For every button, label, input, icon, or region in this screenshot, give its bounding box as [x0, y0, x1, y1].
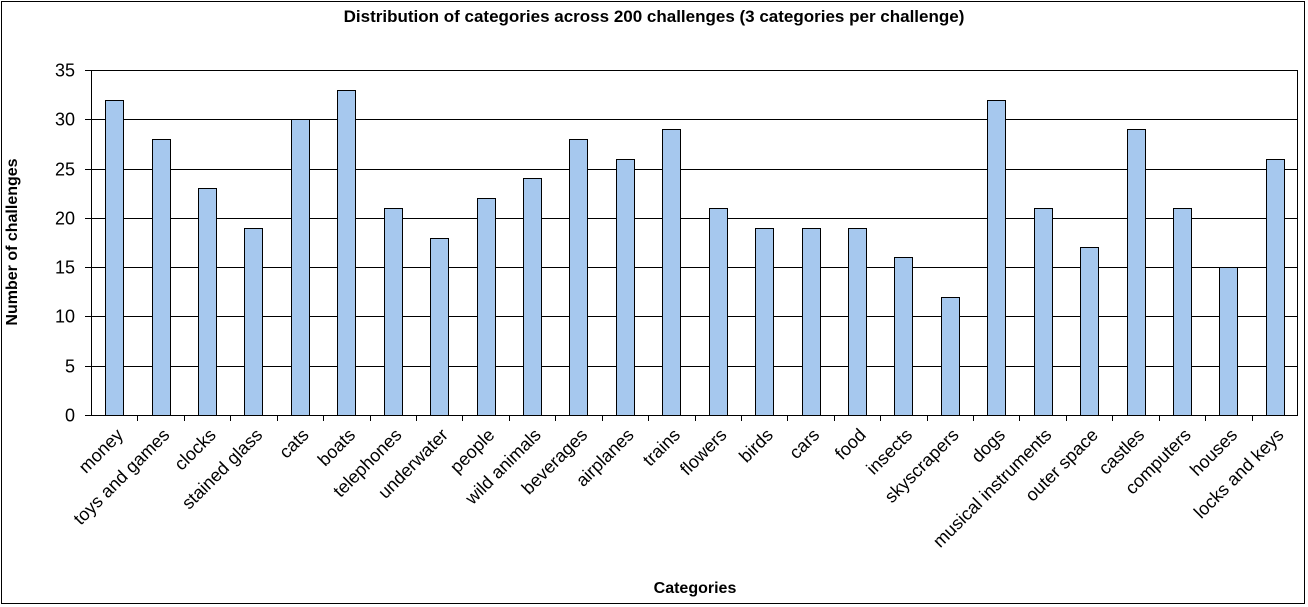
bar-people	[477, 198, 496, 416]
y-tick-label: 35	[55, 61, 75, 81]
x-tick-label: food	[831, 425, 870, 464]
bar-skyscrapers	[941, 297, 960, 416]
bar-castles	[1127, 129, 1146, 416]
bar-houses	[1219, 267, 1238, 416]
y-tick-label: 20	[55, 209, 75, 229]
x-tick-label: dogs	[967, 425, 1009, 467]
bar-airplanes	[616, 159, 635, 416]
bar-toys-and-games	[152, 139, 171, 416]
x-tick-label: birds	[735, 425, 777, 467]
bar-outer-space	[1080, 247, 1099, 416]
axes	[85, 70, 1298, 421]
bar-beverages	[569, 139, 588, 416]
chart-title: Distribution of categories across 200 ch…	[343, 7, 965, 26]
x-tick-label: flowers	[676, 425, 730, 479]
bar-wild-animals	[523, 178, 542, 416]
bar-underwater	[430, 238, 449, 416]
y-tick-label: 0	[65, 406, 75, 426]
bar-cats	[291, 119, 310, 416]
bar-insects	[894, 257, 913, 416]
bar-birds	[755, 228, 774, 416]
gridlines	[91, 70, 1298, 367]
x-tick-label: cars	[785, 425, 823, 463]
bar-flowers	[709, 208, 728, 416]
y-tick-label: 5	[65, 357, 75, 377]
bar-clocks	[198, 188, 217, 416]
bar-trains	[662, 129, 681, 416]
bars	[105, 90, 1285, 416]
bar-food	[848, 228, 867, 416]
bar-telephones	[384, 208, 403, 416]
y-tick-label: 25	[55, 160, 75, 180]
bar-boats	[337, 90, 356, 416]
x-tick-label: cats	[275, 425, 312, 462]
bar-computers	[1173, 208, 1192, 416]
y-tick-labels: 0 5 10 15 20 25 30 35	[55, 61, 75, 426]
x-axis-label: Categories	[653, 580, 737, 597]
bar-musical-instruments	[1034, 208, 1053, 416]
y-tick-label: 15	[55, 258, 75, 278]
y-tick-label: 10	[55, 307, 75, 327]
bar-stained-glass	[244, 228, 263, 416]
bar-dogs	[987, 100, 1006, 416]
bar-locks-and-keys	[1266, 159, 1285, 416]
bar-money	[105, 100, 124, 416]
y-tick-label: 30	[55, 110, 75, 130]
bar-cars	[802, 228, 821, 416]
